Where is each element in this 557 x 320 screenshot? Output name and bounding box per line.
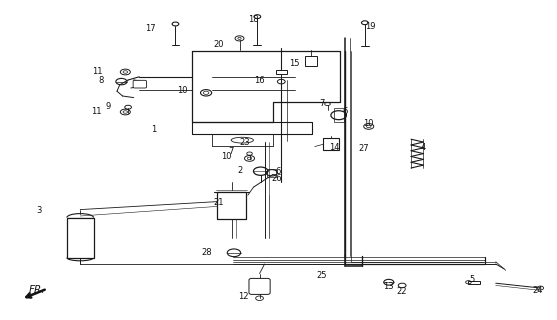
- Text: 13: 13: [383, 282, 394, 291]
- Text: 5: 5: [469, 276, 474, 284]
- FancyBboxPatch shape: [249, 278, 270, 294]
- Text: 20: 20: [213, 40, 224, 49]
- Text: 10: 10: [221, 152, 232, 161]
- Text: 16: 16: [255, 76, 265, 85]
- Text: 26: 26: [272, 174, 282, 183]
- Text: 15: 15: [289, 59, 300, 68]
- Text: 3: 3: [36, 206, 42, 215]
- Text: 22: 22: [397, 287, 407, 296]
- Text: 28: 28: [201, 248, 212, 257]
- Bar: [323, 138, 339, 150]
- FancyBboxPatch shape: [133, 80, 146, 88]
- Bar: [334, 108, 344, 122]
- Bar: [267, 169, 276, 177]
- Text: 21: 21: [213, 198, 224, 207]
- Text: 14: 14: [329, 143, 339, 152]
- Text: 7: 7: [320, 99, 325, 108]
- Text: 23: 23: [239, 138, 250, 147]
- Text: 10: 10: [363, 119, 373, 128]
- Text: 11: 11: [92, 67, 102, 76]
- Text: 17: 17: [145, 24, 156, 33]
- Text: FR.: FR.: [29, 284, 46, 295]
- Text: 11: 11: [91, 107, 101, 116]
- Text: 6: 6: [276, 167, 281, 176]
- Text: 25: 25: [316, 271, 327, 280]
- Text: 24: 24: [532, 286, 543, 295]
- Text: 7: 7: [228, 148, 234, 156]
- Bar: [276, 70, 287, 74]
- Ellipse shape: [231, 137, 253, 143]
- Text: 12: 12: [238, 292, 249, 301]
- Text: 10: 10: [177, 86, 187, 95]
- Text: 27: 27: [359, 144, 369, 153]
- Bar: [305, 56, 317, 66]
- Bar: [67, 218, 94, 258]
- Bar: [217, 192, 246, 219]
- Text: 18: 18: [248, 15, 258, 24]
- Text: 6: 6: [342, 108, 348, 116]
- Text: 1: 1: [151, 125, 156, 134]
- Text: 9: 9: [105, 102, 110, 111]
- Text: 4: 4: [421, 143, 426, 152]
- Text: 2: 2: [238, 166, 243, 175]
- Bar: [468, 281, 480, 284]
- Text: 8: 8: [98, 76, 104, 85]
- Text: 19: 19: [365, 22, 376, 31]
